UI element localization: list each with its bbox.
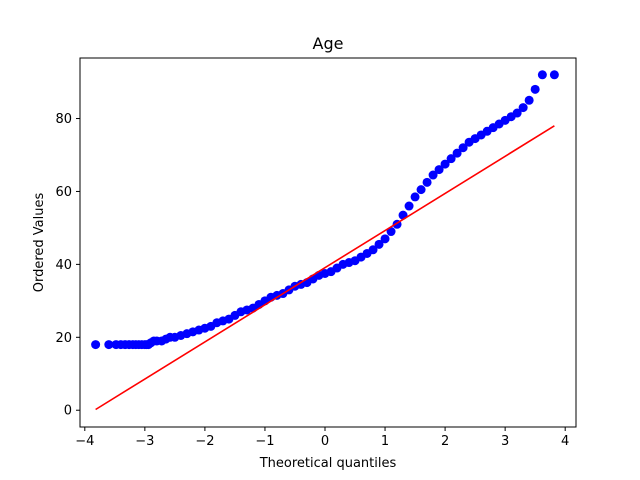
plot-area-frame	[79, 57, 577, 428]
x-axis-label: Theoretical quantiles	[259, 456, 397, 471]
data-point	[434, 165, 444, 175]
data-points	[91, 70, 559, 350]
y-tick-label: 40	[55, 258, 72, 273]
data-point	[104, 340, 114, 350]
x-axis: −4 −3 −2 −1 0 1 2 3 4	[75, 427, 569, 449]
chart-title: Age	[313, 34, 344, 53]
data-point	[440, 159, 450, 169]
data-point	[518, 103, 528, 113]
y-axis: 0 20 40 60 80	[55, 112, 80, 419]
data-point	[404, 201, 414, 211]
y-tick-label: 80	[55, 112, 72, 127]
data-point	[380, 234, 390, 244]
data-point	[524, 95, 534, 105]
y-tick-label: 60	[55, 185, 72, 200]
data-point	[416, 185, 426, 195]
x-tick-label: 4	[561, 434, 569, 449]
data-point	[530, 84, 540, 94]
data-point	[458, 143, 468, 153]
data-point	[410, 192, 420, 202]
x-tick-label: −4	[75, 434, 94, 449]
fit-line-group	[95, 125, 555, 411]
data-point	[446, 154, 456, 164]
data-point	[91, 340, 101, 350]
x-tick-label: −3	[135, 434, 154, 449]
fit-line	[95, 125, 555, 411]
x-tick-label: 1	[381, 434, 389, 449]
y-tick-label: 0	[64, 404, 72, 419]
y-axis-label: Ordered Values	[32, 193, 47, 293]
x-tick-label: −2	[195, 434, 214, 449]
data-point	[422, 177, 432, 187]
x-tick-label: 3	[501, 434, 509, 449]
x-tick-label: 0	[321, 434, 329, 449]
data-point	[428, 170, 438, 180]
data-point	[374, 239, 384, 249]
data-point	[512, 108, 522, 118]
data-point	[386, 227, 396, 237]
x-tick-label: −1	[255, 434, 274, 449]
y-tick-label: 20	[55, 331, 72, 346]
data-point	[452, 148, 462, 158]
x-tick-label: 2	[441, 434, 449, 449]
data-point	[368, 245, 378, 255]
data-point	[549, 70, 559, 80]
data-point	[537, 70, 547, 80]
